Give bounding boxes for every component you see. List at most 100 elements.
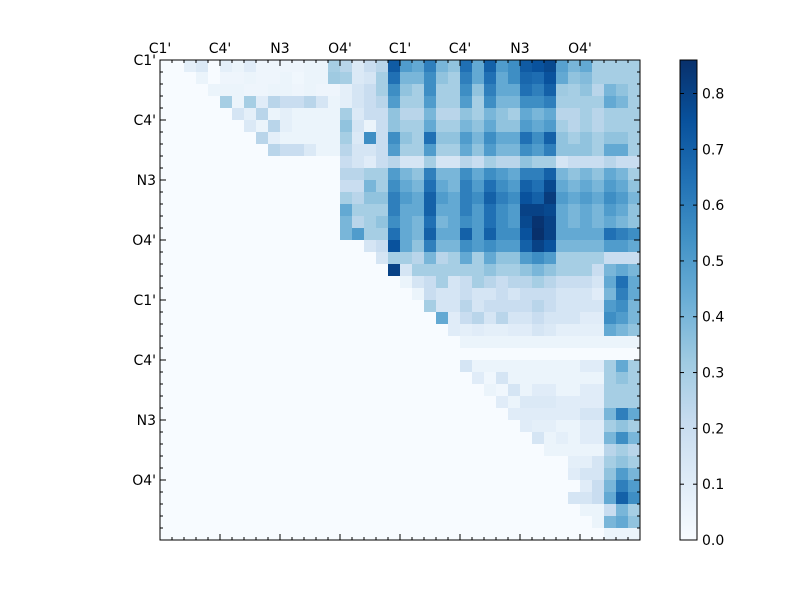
heatmap-cell: [292, 456, 305, 469]
heatmap-cell: [340, 312, 353, 325]
heatmap-cell: [304, 516, 317, 529]
heatmap-cell: [496, 348, 509, 361]
heatmap-cell: [568, 84, 581, 97]
heatmap-cell: [412, 168, 425, 181]
heatmap-cell: [400, 360, 413, 373]
heatmap-cell: [172, 84, 185, 97]
y-tick-label: O4': [132, 233, 156, 249]
heatmap-cell: [376, 288, 389, 301]
heatmap-cell: [472, 432, 485, 445]
heatmap-cell: [508, 408, 521, 421]
heatmap-cell: [304, 216, 317, 229]
x-tick-label: O4': [568, 41, 592, 57]
heatmap-cell: [184, 492, 197, 505]
heatmap-cell: [232, 528, 245, 541]
heatmap-cell: [208, 432, 221, 445]
heatmap-cell: [364, 300, 377, 313]
heatmap-cell: [172, 180, 185, 193]
heatmap-cell: [580, 360, 593, 373]
heatmap-cell: [436, 216, 449, 229]
heatmap-cell: [328, 144, 341, 157]
heatmap-cell: [160, 492, 173, 505]
heatmap-cell: [208, 204, 221, 217]
heatmap-cell: [508, 420, 521, 433]
heatmap-cell: [400, 168, 413, 181]
heatmap-cell: [544, 300, 557, 313]
heatmap-cell: [436, 432, 449, 445]
heatmap-cell: [544, 96, 557, 109]
heatmap-cell: [532, 300, 545, 313]
heatmap-cell: [424, 108, 437, 121]
heatmap-cell: [196, 348, 209, 361]
heatmap-cell: [412, 264, 425, 277]
heatmap-cell: [484, 276, 497, 289]
heatmap-cell: [580, 84, 593, 97]
heatmap-cell: [436, 468, 449, 481]
heatmap-cell: [460, 108, 473, 121]
heatmap-cell: [244, 276, 257, 289]
heatmap-cell: [364, 348, 377, 361]
heatmap-cell: [316, 516, 329, 529]
heatmap-cell: [232, 72, 245, 85]
heatmap-cell: [556, 156, 569, 169]
heatmap-cell: [232, 180, 245, 193]
heatmap-cell: [328, 396, 341, 409]
heatmap-cell: [196, 264, 209, 277]
heatmap-cell: [496, 396, 509, 409]
heatmap-cell: [592, 516, 605, 529]
heatmap-cell: [532, 516, 545, 529]
heatmap-cell: [472, 108, 485, 121]
heatmap-cell: [544, 204, 557, 217]
heatmap-cell: [484, 132, 497, 145]
heatmap-cell: [244, 408, 257, 421]
heatmap-cell: [496, 132, 509, 145]
heatmap-cell: [628, 360, 641, 373]
heatmap-cell: [364, 204, 377, 217]
heatmap-cell: [568, 120, 581, 133]
heatmap-cell: [544, 324, 557, 337]
heatmap-cell: [424, 408, 437, 421]
heatmap-cell: [424, 492, 437, 505]
heatmap-cell: [604, 468, 617, 481]
heatmap-cell: [328, 408, 341, 421]
heatmap-cell: [568, 348, 581, 361]
heatmap-cell: [400, 396, 413, 409]
heatmap-cell: [544, 348, 557, 361]
heatmap-cell: [412, 192, 425, 205]
heatmap-cell: [604, 372, 617, 385]
heatmap-cell: [280, 348, 293, 361]
heatmap-cell: [532, 444, 545, 457]
heatmap-cell: [268, 120, 281, 133]
heatmap-cell: [496, 516, 509, 529]
heatmap-cell: [172, 120, 185, 133]
heatmap-cell: [628, 60, 641, 73]
heatmap-cell: [256, 252, 269, 265]
heatmap-cell: [460, 192, 473, 205]
heatmap-cell: [400, 84, 413, 97]
heatmap-cell: [196, 528, 209, 541]
heatmap-cell: [244, 144, 257, 157]
heatmap-cell: [352, 384, 365, 397]
heatmap-cell: [556, 336, 569, 349]
heatmap-cell: [520, 192, 533, 205]
heatmap-cell: [316, 324, 329, 337]
heatmap-cell: [508, 348, 521, 361]
heatmap-cell: [268, 192, 281, 205]
heatmap-cell: [292, 252, 305, 265]
heatmap-cell: [592, 288, 605, 301]
heatmap-cell: [484, 516, 497, 529]
heatmap-cell: [580, 312, 593, 325]
heatmap-cell: [184, 276, 197, 289]
heatmap-cell: [292, 360, 305, 373]
heatmap-cell: [616, 276, 629, 289]
heatmap-cell: [184, 384, 197, 397]
heatmap-cell: [496, 456, 509, 469]
heatmap-cell: [160, 228, 173, 241]
heatmap-cell: [280, 492, 293, 505]
heatmap-cell: [472, 204, 485, 217]
heatmap-cell: [196, 96, 209, 109]
heatmap-cell: [592, 504, 605, 517]
heatmap-cell: [208, 456, 221, 469]
heatmap-cell: [472, 72, 485, 85]
heatmap-cell: [208, 480, 221, 493]
